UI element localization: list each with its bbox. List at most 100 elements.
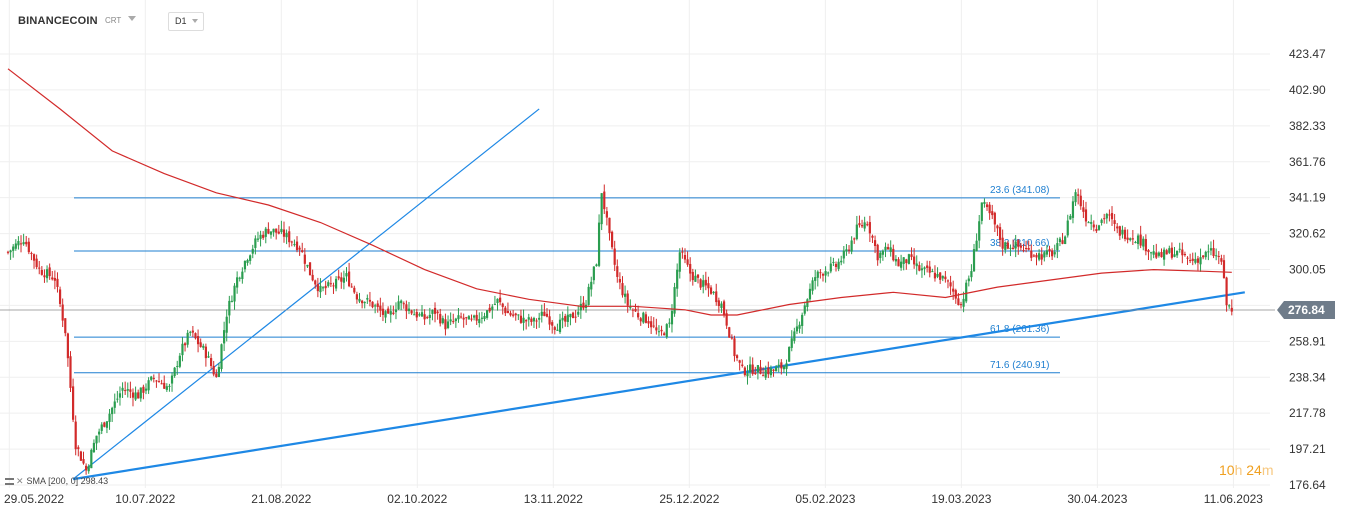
price-type[interactable]: CRT [105, 16, 122, 25]
candle-body [173, 367, 176, 377]
candle-body [686, 259, 689, 265]
candle-body [475, 314, 478, 321]
candle-body [30, 252, 33, 254]
candle-body [1199, 257, 1202, 265]
candle-body [142, 386, 145, 393]
candle-body [233, 285, 236, 302]
candle-body [337, 276, 340, 279]
close-icon[interactable]: ✕ [16, 476, 24, 486]
candle-body [368, 299, 372, 302]
candle-body [772, 369, 775, 371]
candle-body [561, 317, 564, 321]
candle-body [423, 314, 426, 320]
candle-body [756, 365, 759, 373]
candle-body [1212, 248, 1215, 257]
candle-body [301, 250, 304, 253]
candle-body [642, 312, 645, 323]
candle-body [353, 287, 356, 293]
candle-body [834, 263, 838, 267]
candle-body [1126, 237, 1129, 240]
candle-body [1030, 250, 1033, 258]
chevron-down-icon[interactable] [128, 16, 136, 21]
candle-body [407, 308, 411, 312]
candle-body [444, 319, 447, 330]
candle-body [157, 381, 161, 383]
candle-body [712, 291, 715, 293]
candle-body [1183, 253, 1187, 256]
candle-body [634, 308, 637, 312]
candle-body [1230, 307, 1233, 312]
candle-body [811, 280, 814, 291]
candle-body [985, 204, 989, 208]
candle-body [92, 442, 96, 453]
candle-body [165, 386, 168, 390]
candle-body [527, 317, 530, 320]
candle-body [1225, 277, 1228, 306]
candle-body [241, 271, 244, 280]
candle-body [610, 231, 614, 248]
y-tick-label: 238.34 [1289, 370, 1326, 384]
candle-body [631, 309, 635, 311]
candle-body [212, 365, 215, 375]
candle-body [329, 283, 332, 285]
candle-body [40, 269, 43, 275]
candle-body [1100, 219, 1103, 223]
candle-body [618, 279, 621, 283]
candle-body [613, 248, 616, 265]
candle-body [650, 321, 653, 328]
timeframe-select[interactable]: D1 [168, 12, 204, 31]
candle-body [902, 257, 905, 264]
candle-body [1165, 250, 1168, 255]
candle-body [725, 313, 728, 326]
candle-body [829, 263, 832, 272]
chart-toolbar: BINANCECOIN CRT D1 [0, 0, 1347, 40]
candle-body [358, 298, 361, 302]
candle-body [587, 286, 590, 305]
candle-body [321, 287, 325, 289]
candle-body [493, 303, 497, 305]
candle-body [147, 380, 150, 391]
candle-body [186, 332, 189, 345]
candle-body [683, 255, 687, 260]
candle-body [228, 300, 231, 316]
candle-body [530, 318, 533, 322]
candle-body [1139, 234, 1142, 246]
candle-body [168, 385, 171, 387]
candle-body [1004, 242, 1007, 250]
candle-body [415, 311, 418, 318]
candle-body [105, 421, 109, 428]
candle-body [558, 319, 562, 333]
candle-body [48, 267, 51, 277]
x-tick-label: 11.06.2023 [1204, 492, 1263, 506]
candle-body [603, 191, 606, 210]
candle-body [647, 321, 650, 324]
candle-body [525, 320, 528, 322]
candle-body [131, 392, 135, 398]
candle-body [801, 314, 804, 326]
candle-body [944, 276, 947, 280]
candle-body [978, 221, 981, 241]
candle-body [759, 366, 762, 374]
candle-body [66, 333, 69, 359]
candle-body [860, 225, 864, 227]
candle-body [889, 247, 892, 252]
candle-body [702, 280, 705, 287]
countdown-minutes-unit: m [1261, 462, 1274, 478]
candle-body [196, 336, 200, 345]
symbol-name[interactable]: BINANCECOIN [18, 15, 98, 27]
candle-body [1014, 241, 1017, 249]
candle-body [1056, 243, 1059, 251]
settings-icon[interactable] [5, 478, 14, 486]
candle-body [397, 301, 400, 310]
candle-body [1176, 250, 1179, 256]
candle-body [1228, 305, 1231, 307]
candle-body [389, 311, 392, 315]
candle-body [262, 234, 265, 238]
candle-body [519, 315, 523, 323]
candle-body [853, 238, 856, 240]
candle-body [1090, 222, 1093, 224]
candle-body [431, 310, 434, 314]
candle-body [704, 279, 707, 286]
candle-body [43, 275, 46, 278]
